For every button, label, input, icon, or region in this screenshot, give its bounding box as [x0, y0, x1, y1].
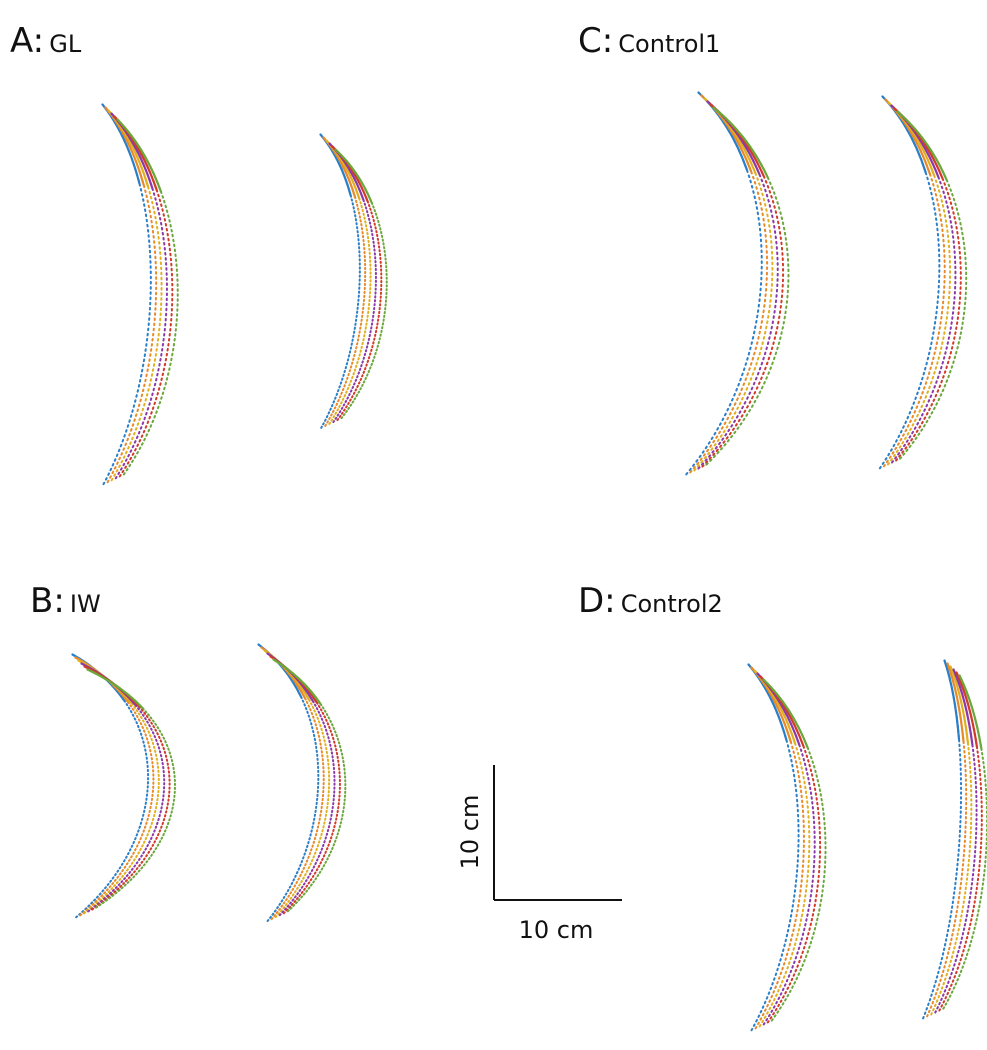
panel-name: Control2 [621, 590, 723, 618]
panel-letter: C: [578, 21, 613, 61]
panel-letter: A: [10, 21, 44, 61]
trajectory [74, 656, 155, 919]
trajectory [101, 103, 152, 488]
panel-name: Control1 [618, 30, 720, 58]
trajectory [322, 136, 367, 430]
trajectory [691, 97, 774, 474]
trajectory [698, 103, 785, 471]
trajectory [686, 94, 769, 477]
trajectory [936, 671, 983, 1015]
trajectory [699, 103, 785, 470]
trajectory [266, 652, 336, 919]
trajectory [694, 100, 779, 473]
trajectory [113, 115, 174, 481]
trajectory [71, 653, 150, 920]
trajectory [318, 133, 361, 432]
trajectory [932, 668, 978, 1017]
trajectory [695, 100, 779, 472]
trajectory [71, 653, 150, 921]
panel-letter: B: [30, 581, 65, 621]
trajectory [104, 106, 158, 487]
trajectory [893, 107, 962, 464]
trajectory [86, 668, 177, 911]
scale-label-horizontal: 10 cm [519, 916, 594, 944]
trajectory [762, 678, 827, 1025]
trajectory [753, 669, 811, 1031]
trajectory [921, 659, 963, 1022]
trajectory [319, 133, 361, 431]
trajectory [331, 145, 383, 423]
trajectory [750, 666, 805, 1033]
trajectory [889, 104, 957, 466]
panel-label: C: Control1 [578, 21, 720, 61]
trajectory [334, 148, 388, 422]
trajectory [257, 643, 320, 925]
panel-name: GL [49, 30, 82, 58]
trajectory [759, 675, 822, 1027]
trajectory [269, 655, 342, 917]
trajectory [107, 109, 163, 485]
trajectory [896, 110, 968, 463]
trajectory [884, 101, 952, 469]
trajectory [328, 142, 377, 425]
trajectory [110, 112, 168, 483]
trajectory [325, 139, 372, 428]
panel-label: B: IW [30, 581, 101, 621]
trajectory [100, 103, 152, 489]
trajectory [940, 674, 987, 1013]
trajectory [260, 646, 325, 923]
trajectory [74, 656, 155, 918]
trajectory [702, 106, 790, 469]
trajectory [880, 98, 946, 471]
trajectory [328, 142, 377, 426]
trajectory [272, 658, 347, 915]
trajectory [257, 643, 320, 924]
trajectory [892, 107, 962, 465]
trajectory [756, 672, 816, 1029]
panel-label: A: GL [10, 21, 82, 61]
trajectory [263, 649, 331, 921]
trajectory [924, 662, 968, 1021]
trajectory [920, 659, 963, 1023]
trajectory [885, 101, 951, 468]
trajectory [747, 663, 800, 1035]
trajectory [116, 118, 179, 479]
trajectory [331, 145, 383, 424]
scale-label-vertical: 10 cm [456, 795, 484, 870]
panel-label: D: Control2 [578, 581, 723, 621]
trajectory [690, 97, 774, 475]
panel-letter: D: [578, 581, 616, 621]
trajectory [703, 106, 790, 468]
trajectory [876, 95, 941, 473]
trajectory [928, 665, 973, 1019]
trajectory [888, 104, 957, 467]
trajectory [682, 91, 763, 479]
trajectory [881, 98, 946, 470]
panel-name: IW [70, 590, 101, 618]
trajectories [71, 91, 987, 1035]
